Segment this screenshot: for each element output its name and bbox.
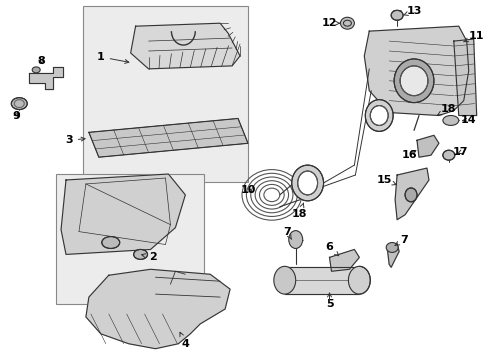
Ellipse shape xyxy=(442,116,458,125)
Ellipse shape xyxy=(133,249,147,260)
Text: 5: 5 xyxy=(325,299,333,309)
Text: 3: 3 xyxy=(65,135,85,145)
Polygon shape xyxy=(29,67,63,89)
Bar xyxy=(83,6,247,182)
Ellipse shape xyxy=(386,243,397,252)
Text: 10: 10 xyxy=(240,185,255,195)
Ellipse shape xyxy=(404,188,416,202)
Ellipse shape xyxy=(32,67,40,73)
Text: 4: 4 xyxy=(180,332,189,349)
Text: 16: 16 xyxy=(401,150,416,160)
Ellipse shape xyxy=(340,17,354,29)
Polygon shape xyxy=(394,168,428,220)
Polygon shape xyxy=(130,23,240,69)
Polygon shape xyxy=(386,243,398,267)
Bar xyxy=(56,174,204,304)
Ellipse shape xyxy=(102,237,120,248)
Text: 11: 11 xyxy=(463,31,484,42)
Text: 17: 17 xyxy=(452,147,468,157)
Polygon shape xyxy=(61,174,185,255)
Text: 15: 15 xyxy=(376,175,395,185)
Ellipse shape xyxy=(393,59,433,103)
Ellipse shape xyxy=(11,98,27,109)
Ellipse shape xyxy=(390,10,402,20)
Ellipse shape xyxy=(442,150,454,160)
Ellipse shape xyxy=(297,171,317,195)
Polygon shape xyxy=(284,267,359,294)
Polygon shape xyxy=(86,269,230,349)
Ellipse shape xyxy=(369,105,387,125)
Text: 18: 18 xyxy=(291,203,307,219)
Text: 2: 2 xyxy=(142,252,156,262)
Text: 7: 7 xyxy=(282,226,291,239)
Text: 13: 13 xyxy=(403,6,421,16)
Ellipse shape xyxy=(291,165,323,201)
Text: 8: 8 xyxy=(37,56,45,66)
Polygon shape xyxy=(453,39,476,116)
Ellipse shape xyxy=(288,231,302,248)
Polygon shape xyxy=(89,118,247,157)
Text: 6: 6 xyxy=(325,243,338,256)
Polygon shape xyxy=(329,249,359,271)
Text: 7: 7 xyxy=(394,234,407,246)
Ellipse shape xyxy=(273,266,295,294)
Text: 9: 9 xyxy=(12,111,20,121)
Text: 1: 1 xyxy=(97,52,128,63)
Text: 14: 14 xyxy=(460,116,476,126)
Text: 12: 12 xyxy=(321,18,339,28)
Polygon shape xyxy=(416,135,438,157)
Text: 18: 18 xyxy=(437,104,456,115)
Ellipse shape xyxy=(399,66,427,96)
Ellipse shape xyxy=(365,100,392,131)
Polygon shape xyxy=(364,26,468,116)
Ellipse shape xyxy=(347,266,369,294)
